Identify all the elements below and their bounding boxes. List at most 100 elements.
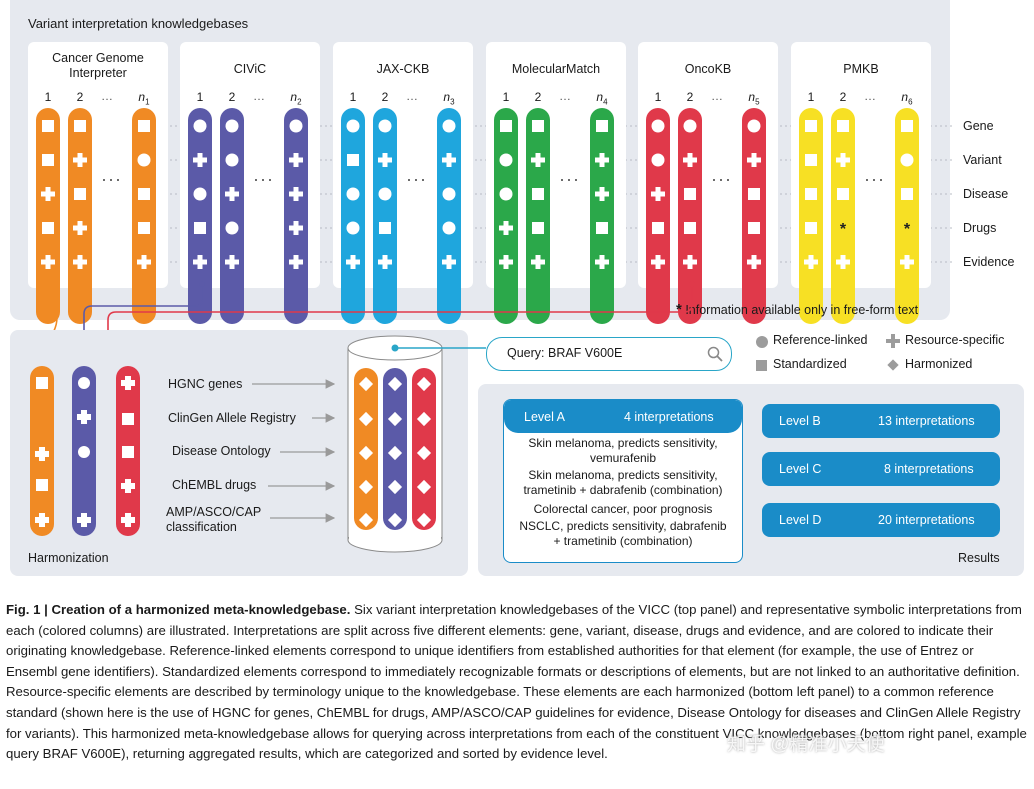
resource-specific-plus-icon [193,153,207,167]
footnote: * Information available only in free-for… [676,301,918,318]
resource-specific-plus-icon [804,255,818,269]
level-d-card[interactable]: Level D 20 interpretations [762,503,1000,537]
standardized-square-icon [138,222,150,234]
legend-circle-icon [756,336,768,348]
row-label-gene: Gene [963,119,994,133]
kb-ellipsis: … [253,89,266,103]
resource-specific-plus-icon [289,221,303,235]
kb-symbols [499,120,609,269]
level-a-header: Level A 4 interpretations [504,400,742,433]
standardized-square-icon [138,188,150,200]
standardized-square-icon [532,120,544,132]
kb-interpretation-column [36,108,60,324]
kb-interpretation-column [678,108,702,324]
kb-interpretation-column [373,108,397,324]
level-b-card[interactable]: Level B 13 interpretations [762,404,1000,438]
kb-symbols: * * [804,120,914,269]
standardized-square-icon [596,120,608,132]
resource-specific-plus-icon [683,255,697,269]
legend: Reference-linked Resource-specific Stand… [752,331,1022,379]
resource-specific-plus-icon [651,187,665,201]
level-a-item: Skin melanoma, predicts sensitivity, tra… [523,468,723,497]
kb-card-civic: CIViC 1 2 n2 … ··· [180,42,320,324]
figure-caption: Fig. 1 | Creation of a harmonized meta-k… [6,600,1028,765]
level-a-item: NSCLC, predicts sensitivity, dabrafenib … [519,519,727,548]
resource-specific-plus-icon [442,153,456,167]
kb-symbols [193,119,303,269]
resource-specific-plus-icon [346,255,360,269]
level-c-name: Level C [779,462,822,476]
standardized-square-icon [379,222,391,234]
kb-interpretation-column [590,108,614,324]
kb-col-number: 1 [654,90,662,104]
resource-specific-plus-icon [531,255,545,269]
standardized-square-icon [837,188,849,200]
standardized-square-icon [805,222,817,234]
row-label-variant: Variant [963,153,1002,167]
resource-specific-plus-icon [499,221,513,235]
level-c-count: 8 interpretations [884,462,974,476]
level-a-item: Skin melanoma, predicts sensitivity, vem… [528,436,718,465]
kb-col-number: 1 [349,90,357,104]
resource-specific-plus-icon [137,255,151,269]
kb-col-number: 2 [839,90,847,104]
kb-col-number: 2 [76,90,84,104]
connector-purple [83,282,203,358]
source-hgnc: HGNC genes [168,377,243,391]
resource-specific-plus-icon [378,153,392,167]
kb-col-number: 2 [686,90,694,104]
harmonize-pill-symbols [35,376,135,527]
kb-ellipsis: ··· [101,169,122,189]
resource-specific-plus-icon [747,255,761,269]
resource-specific-plus-icon [442,255,456,269]
kb-col-number: n1 [138,90,150,107]
resource-specific-plus-icon [531,153,545,167]
meta-knowledgebase-cylinder [347,335,443,553]
standardized-square-icon [748,188,760,200]
level-a-card[interactable]: Level A 4 interpretations Skin melanoma,… [503,399,743,563]
query-text: Query: BRAF V600E [507,346,623,360]
kb-interpretation-column [132,108,156,324]
reference-linked-circle-icon [346,221,360,235]
resource-specific-plus-icon [225,187,239,201]
footnote-star: * [676,301,682,318]
reference-linked-circle-icon [346,119,360,133]
legend-square-icon [756,360,767,371]
kb-ellipsis: ··· [253,169,274,189]
reference-linked-circle-icon [442,187,456,201]
reference-linked-circle-icon [289,119,303,133]
kb-col-number: 1 [807,90,815,104]
standardized-square-icon [684,222,696,234]
search-icon[interactable] [707,346,723,362]
standardized-square-icon [684,188,696,200]
legend-reference-linked: Reference-linked [773,333,868,347]
kb-interpretation-column [526,108,550,324]
harmonization-label: Harmonization [28,551,109,565]
kb-ellipsis: ··· [406,169,427,189]
resource-specific-plus-icon [499,255,513,269]
reference-linked-circle-icon [193,119,207,133]
source-arrows [252,379,336,523]
resource-specific-plus-icon [289,255,303,269]
kb-interpretation-column [742,108,766,324]
level-c-card[interactable]: Level C 8 interpretations [762,452,1000,486]
reference-linked-circle-icon [499,187,513,201]
row-label-disease: Disease [963,187,1009,201]
kb-ellipsis: … [406,89,419,103]
query-box[interactable]: Query: BRAF V600E [486,337,732,371]
legend-harmonized: Harmonized [905,357,973,371]
kb-ellipsis: … [101,89,114,103]
reference-linked-circle-icon [193,187,207,201]
kb-interpretation-column [437,108,461,324]
standardized-square-icon [42,222,54,234]
level-b-count: 13 interpretations [878,414,975,428]
kb-interpretation-column [284,108,308,324]
kb-interpretation-column [68,108,92,324]
kb-col-number: 1 [44,90,52,104]
query-connector [395,347,486,349]
kb-interpretation-column [831,108,855,324]
reference-linked-circle-icon [225,221,239,235]
resource-specific-plus-icon [595,187,609,201]
kb-col-number: 2 [534,90,542,104]
standardized-square-icon [532,188,544,200]
